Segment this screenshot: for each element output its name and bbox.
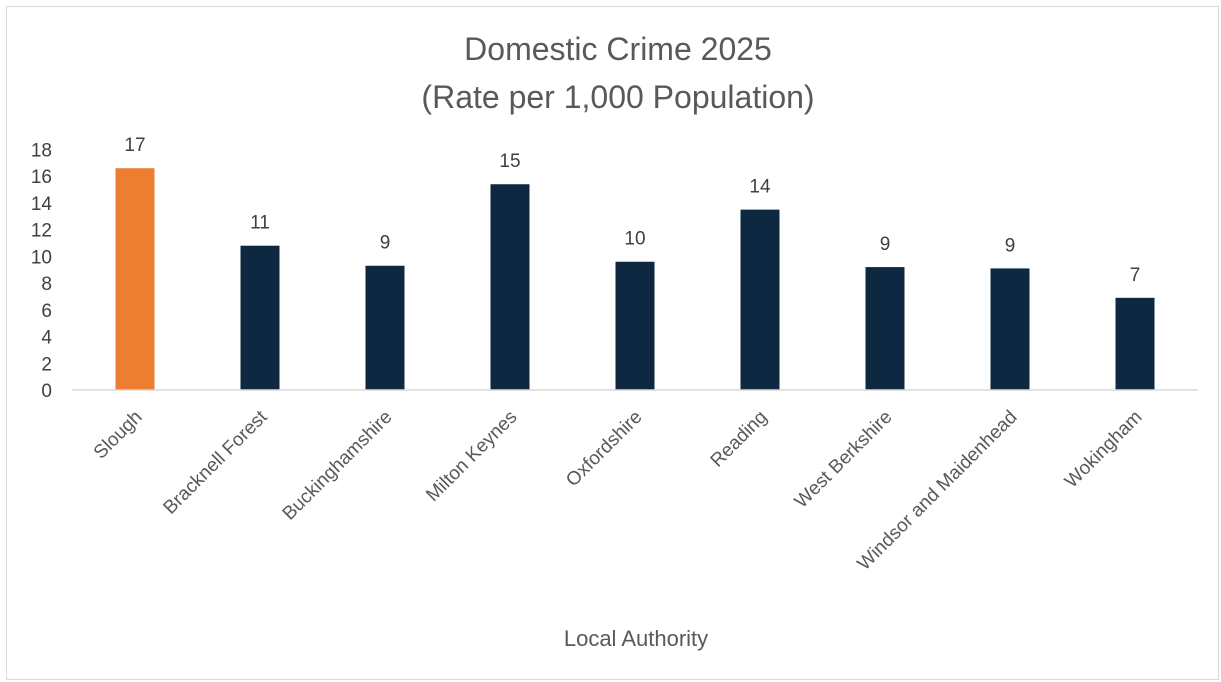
data-labels: 17 11 9 15 10 14 9 9 7	[124, 135, 1140, 286]
bar-wokingham	[1115, 297, 1155, 390]
x-axis-title: Local Authority	[564, 626, 708, 651]
category-label: Wokingham	[1061, 407, 1147, 493]
bars	[115, 168, 1155, 390]
category-label: Buckinghamshire	[279, 407, 397, 525]
bar-windsor-and-maidenhead	[990, 268, 1030, 390]
data-label: 10	[624, 229, 645, 250]
y-tick-label: 16	[31, 167, 52, 188]
y-tick-label: 8	[41, 274, 52, 295]
category-label: Slough	[90, 407, 147, 464]
y-tick-label: 10	[31, 247, 52, 268]
bar-west-berkshire	[865, 267, 905, 390]
y-tick-label: 18	[31, 141, 52, 162]
bar-reading	[740, 209, 780, 390]
chart-title-line-2: (Rate per 1,000 Population)	[421, 79, 814, 115]
category-label: Milton Keynes	[422, 407, 521, 506]
category-label: West Berkshire	[791, 407, 897, 513]
data-label: 14	[749, 177, 771, 198]
category-label: Reading	[707, 407, 772, 472]
category-label: Bracknell Forest	[160, 406, 272, 518]
data-label: 17	[124, 135, 145, 156]
y-tick-label: 2	[41, 354, 52, 375]
y-tick-label: 12	[31, 221, 52, 242]
y-tick-label: 14	[31, 194, 53, 215]
category-labels: Slough Bracknell Forest Buckinghamshire Mil…	[90, 406, 1147, 574]
data-label: 11	[250, 213, 270, 234]
bar-oxfordshire	[615, 261, 655, 390]
bar-slough	[115, 168, 155, 390]
data-label: 9	[380, 233, 391, 254]
data-label: 9	[880, 234, 891, 255]
y-tick-label: 4	[41, 328, 52, 349]
y-tick-label: 6	[41, 301, 52, 322]
bar-bracknell-forest	[240, 245, 280, 390]
bar-buckinghamshire	[365, 265, 405, 390]
data-label: 9	[1005, 235, 1016, 256]
y-axis-ticks: 0 2 4 6 8 10 12 14 16 18	[31, 141, 53, 403]
chart-title-line-1: Domestic Crime 2025	[464, 31, 772, 67]
category-label: Oxfordshire	[562, 407, 646, 491]
data-label: 15	[499, 151, 520, 172]
data-label: 7	[1130, 265, 1141, 286]
bar-milton-keynes	[490, 184, 530, 390]
y-tick-label: 0	[41, 381, 52, 402]
